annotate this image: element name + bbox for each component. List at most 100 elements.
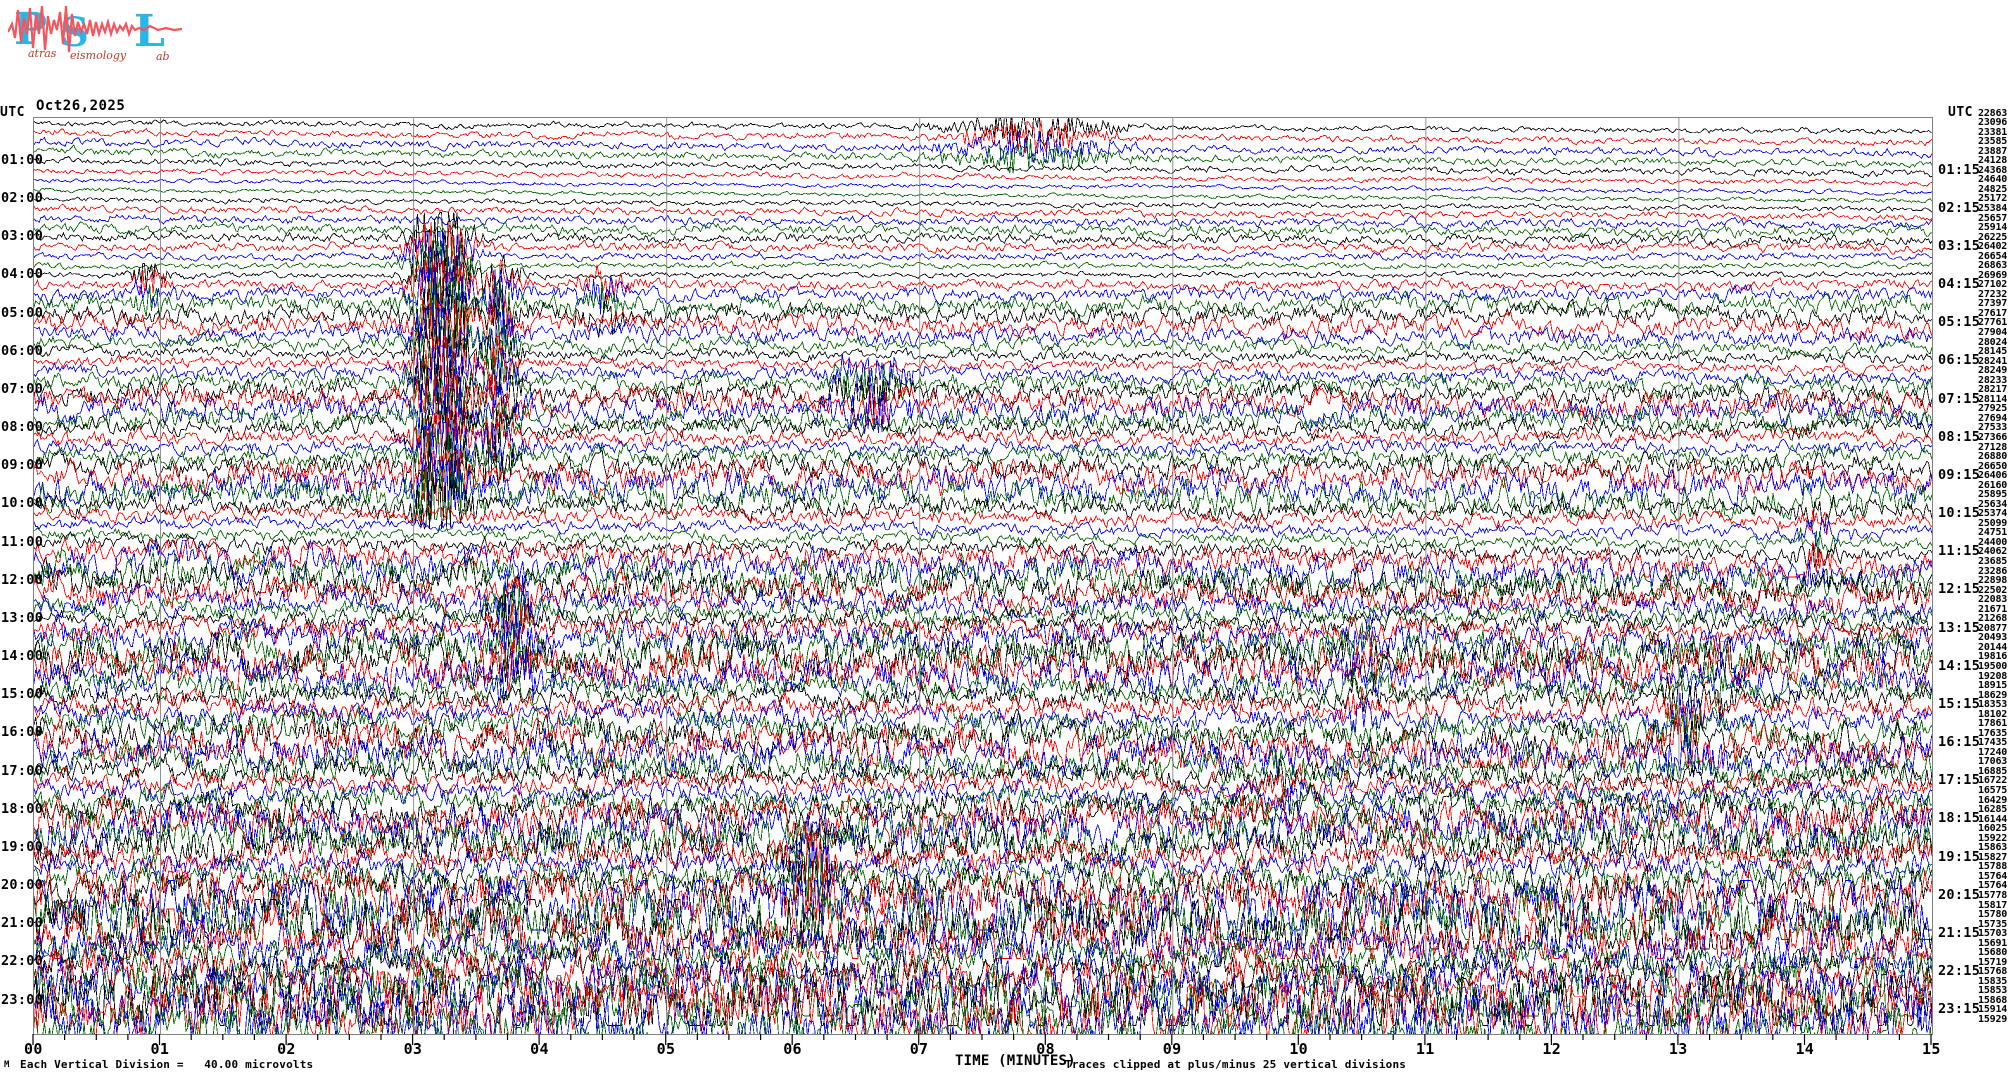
trace-line (34, 278, 1932, 331)
trace-line (34, 431, 1932, 482)
hour-label-left: 05:00 (1, 304, 44, 321)
scale-value: 24640 (1978, 174, 2008, 186)
scale-value: 23381 (1978, 126, 2008, 138)
x-tick-label: 09 (1162, 1040, 1182, 1058)
hour-label-left: 14:00 (1, 648, 44, 665)
svg-text:ab: ab (156, 50, 170, 63)
hour-label-right: 23:15 (1938, 1001, 1981, 1018)
scale-value: 24062 (1978, 546, 2008, 558)
scale-value: 15691 (1978, 937, 2008, 949)
hour-label-right: 05:15 (1938, 314, 1981, 331)
scale-value: 26880 (1978, 451, 2008, 462)
hour-label-left: 16:00 (1, 724, 44, 741)
scale-value: 27761 (1978, 317, 2008, 329)
hour-label-left: 10:00 (1, 495, 44, 512)
hour-label-left: 02:00 (1, 190, 44, 207)
trace-line (34, 250, 1932, 301)
hour-label-right: 15:15 (1938, 695, 1981, 712)
trace-line (34, 459, 1932, 511)
scale-value: 19208 (1978, 670, 2008, 682)
scale-value: 26406 (1978, 470, 2008, 482)
trace-line (34, 231, 1932, 282)
hour-label-left: 19:00 (1, 838, 44, 855)
scale-value: 28114 (1978, 393, 2008, 405)
trace-line (34, 649, 1932, 702)
scale-value: 28241 (1978, 355, 2008, 367)
trace-line (34, 792, 1932, 846)
scale-value: 21268 (1978, 613, 2008, 625)
trace-line (34, 763, 1932, 803)
hour-label-right: 02:15 (1938, 199, 1981, 216)
scale-value: 19816 (1978, 651, 2008, 663)
scale-value: 18629 (1978, 689, 2008, 701)
hour-label-left: 22:00 (1, 953, 44, 970)
trace-line (34, 537, 1932, 579)
trace-line (34, 974, 1932, 1028)
scale-value: 20877 (1978, 622, 2008, 634)
hour-label-left: 09:00 (1, 457, 44, 474)
scale-value: 28249 (1978, 365, 2008, 377)
seismogram-plot[interactable] (33, 117, 1933, 1035)
trace-line (34, 345, 1932, 396)
hour-label-left: 04:00 (1, 266, 44, 283)
scale-value: 25895 (1978, 489, 2008, 501)
hour-label-left: 20:00 (1, 877, 44, 894)
trace-line (34, 316, 1932, 368)
trace-line (34, 907, 1932, 961)
scale-value: 15788 (1978, 861, 2008, 873)
scale-value: 15929 (1978, 1014, 2008, 1025)
trace-line (34, 411, 1932, 464)
scale-value: 15922 (1978, 832, 2008, 844)
trace-line (34, 298, 1932, 349)
scale-value: 23685 (1978, 556, 2008, 567)
scale-value: 16025 (1978, 823, 2008, 835)
trace-line (34, 155, 1932, 179)
scale-value: 20493 (1978, 632, 2008, 644)
scale-value: 23887 (1978, 145, 2008, 157)
hour-label-left: 21:00 (1, 915, 44, 932)
scale-value: 15863 (1978, 842, 2008, 854)
scale-value: 26654 (1978, 250, 2008, 262)
x-tick-label: 08 (1036, 1040, 1055, 1058)
hour-label-left: 13:00 (1, 609, 44, 626)
trace-line (34, 269, 1932, 320)
scale-value: 15868 (1978, 994, 2008, 1006)
scale-value: 16885 (1978, 765, 2008, 777)
trace-line (34, 393, 1932, 445)
trace-line (34, 221, 1932, 273)
scale-value: 15703 (1978, 928, 2008, 940)
trace-line (34, 737, 1932, 789)
scale-value: 17063 (1978, 756, 2008, 768)
scale-value: 28145 (1978, 346, 2008, 357)
grid-layer (160, 118, 1680, 1034)
x-tick-label: 00 (24, 1040, 43, 1058)
scale-value: 18102 (1978, 708, 2008, 720)
trace-line (34, 593, 1932, 644)
scale-value: 26402 (1978, 241, 2008, 253)
trace-line (34, 139, 1932, 174)
trace-line (34, 168, 1932, 187)
x-tick-label: 15 (1922, 1040, 1941, 1058)
trace-line (34, 916, 1932, 970)
utc-label-right: UTC (1948, 105, 1973, 120)
trace-line (34, 177, 1932, 196)
trace-line (34, 717, 1932, 770)
scale-value: 25384 (1978, 202, 2008, 214)
trace-line (34, 336, 1932, 387)
scale-value: 16429 (1978, 794, 2008, 806)
hour-label-left: 17:00 (1, 762, 44, 779)
x-tick-label: 14 (1795, 1040, 1815, 1058)
scale-value: 22502 (1978, 584, 2008, 596)
trace-line (34, 687, 1932, 732)
hour-label-right: 18:15 (1938, 810, 1981, 827)
hour-label-right: 16:15 (1938, 734, 1981, 750)
scale-value: 19500 (1978, 660, 2008, 672)
x-tick-label: 07 (909, 1040, 929, 1058)
scale-value: 15735 (1978, 918, 2008, 930)
trace-line (34, 983, 1932, 1034)
trace-line (34, 531, 1932, 569)
scale-value: 26969 (1978, 269, 2008, 281)
hour-label-right: 06:15 (1938, 352, 1981, 369)
x-tick-label: 06 (783, 1040, 802, 1058)
